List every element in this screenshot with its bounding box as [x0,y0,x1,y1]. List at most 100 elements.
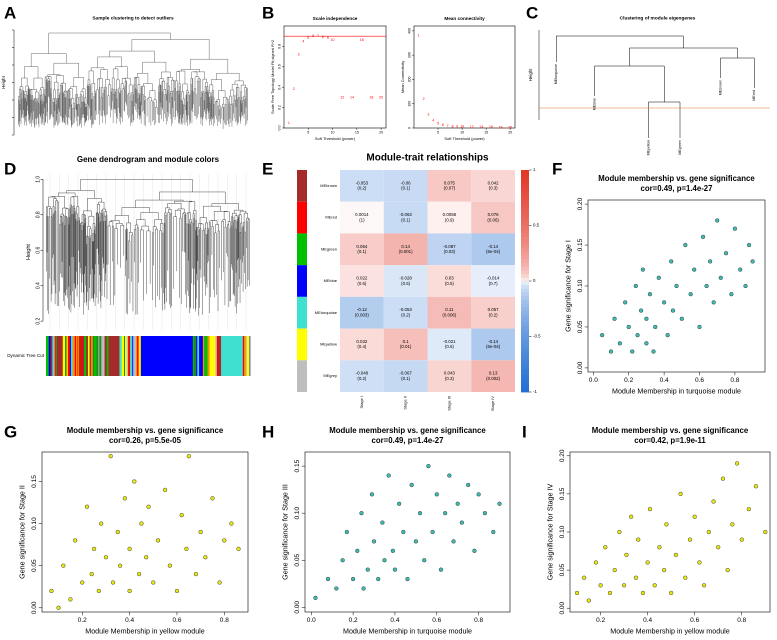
x-tick-label: 0.4 [125,617,134,624]
y-tick-label: 0.15 [294,459,301,472]
point [670,308,676,313]
color-scale [521,192,529,197]
point [136,571,142,577]
module-color [89,336,92,376]
leaf-label: MEred [752,90,756,101]
color-scale-label: 0.5 [533,223,540,228]
module-color [197,336,200,376]
y-tick-label: 0 [408,127,412,129]
point-label: 20 [508,125,512,129]
module-color [201,336,204,376]
module-color [87,336,90,376]
point [167,563,172,568]
color-scale [521,329,529,334]
color-scale [521,173,529,178]
point [139,521,144,526]
point [472,548,477,553]
point [623,300,628,305]
point [750,259,755,264]
module-color [90,336,94,376]
chart-title: Module membership vs. gene significance [592,426,749,435]
chart-subtitle: cor=0.42, p=1.9e-11 [634,436,706,445]
point [763,529,768,535]
point [151,580,156,585]
point [673,552,679,557]
heatmap-cell [383,265,428,297]
point [743,283,748,289]
point [350,576,356,582]
point [701,583,707,588]
chart-title: Scale independence [313,16,358,21]
point [369,492,375,497]
point [692,267,697,272]
point-label: 5 [307,36,309,40]
point [647,507,653,512]
point [664,522,669,527]
cell-value: -0.067 [399,371,412,376]
module-color [78,336,82,376]
row-label: MEblue [324,278,338,283]
module-color [80,336,83,376]
point [99,521,104,526]
color-scale-label: 1 [533,167,536,172]
point [405,576,410,582]
heatmap-cell [383,296,428,329]
y-tick-label: 0.2 [278,105,282,110]
point [624,552,629,557]
point [455,501,460,506]
point [61,563,66,568]
point [115,529,120,535]
y-axis-label: Scale Free Topology Model Fit,signed R^2 [270,40,275,114]
chart-title: Module membership vs. gene significance [67,426,224,435]
point [598,583,603,588]
point [146,504,151,509]
color-scale [521,284,529,289]
point [711,300,716,305]
y-tick-label: 0.6 [35,247,41,254]
color-scale [521,388,529,393]
color-scale [521,347,529,352]
module-color [99,336,102,376]
point-label: 16 [489,125,493,129]
point-label: 4 [432,119,434,123]
module-color [128,336,131,376]
module-color [207,336,210,376]
point [617,341,622,346]
module-color [66,336,69,376]
color-scale [521,321,529,326]
module-color [62,336,66,376]
module-swatch [297,233,307,266]
y-tick-label: 200 [408,76,412,82]
point [179,513,184,518]
module-color [72,336,76,376]
module-color [123,336,126,376]
point [679,316,684,321]
leaf-label: MEblue [592,98,596,110]
module-color [216,336,219,376]
module-color [134,336,137,376]
column-label: Stage I [359,396,364,409]
cell-p-value: (0.9) [445,217,455,222]
chart-subtitle: cor=0.49, p=1.4e-27 [372,436,444,445]
cell-p-value: (0.6) [445,344,455,349]
point-label: 7 [317,34,319,38]
panel-label: E [262,159,273,178]
cell-p-value: (0.6) [357,281,367,286]
heatmap-cell [340,201,384,234]
color-scale [521,325,529,330]
point [617,529,622,535]
module-color [70,336,73,376]
heatmap-cell [427,265,472,297]
point [656,275,661,280]
point [581,575,587,580]
module-color [119,336,123,376]
color-scale [521,373,529,378]
color-scale [521,218,529,223]
point [708,259,713,264]
cell-value: 0.0014 [355,212,369,217]
cell-p-value: (0.1) [401,217,411,222]
point [630,349,635,354]
color-scale-label: 0 [533,278,536,283]
module-color [196,336,198,376]
